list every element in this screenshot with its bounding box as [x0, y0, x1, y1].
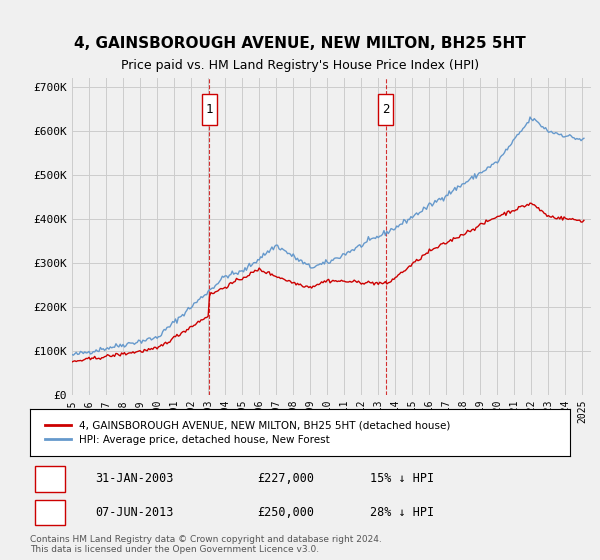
- Text: 28% ↓ HPI: 28% ↓ HPI: [370, 506, 434, 519]
- Text: 07-JUN-2013: 07-JUN-2013: [95, 506, 173, 519]
- FancyBboxPatch shape: [378, 94, 394, 124]
- Legend: 4, GAINSBOROUGH AVENUE, NEW MILTON, BH25 5HT (detached house), HPI: Average pric: 4, GAINSBOROUGH AVENUE, NEW MILTON, BH25…: [41, 416, 455, 449]
- Text: 2: 2: [382, 102, 389, 116]
- Text: Price paid vs. HM Land Registry's House Price Index (HPI): Price paid vs. HM Land Registry's House …: [121, 59, 479, 72]
- FancyBboxPatch shape: [35, 466, 65, 492]
- Text: £250,000: £250,000: [257, 506, 314, 519]
- Text: 15% ↓ HPI: 15% ↓ HPI: [370, 473, 434, 486]
- Text: 31-JAN-2003: 31-JAN-2003: [95, 473, 173, 486]
- FancyBboxPatch shape: [35, 500, 65, 525]
- Text: 1: 1: [46, 473, 54, 486]
- Text: 2: 2: [46, 506, 54, 519]
- Text: £227,000: £227,000: [257, 473, 314, 486]
- Text: 1: 1: [206, 102, 213, 116]
- Text: 4, GAINSBOROUGH AVENUE, NEW MILTON, BH25 5HT: 4, GAINSBOROUGH AVENUE, NEW MILTON, BH25…: [74, 36, 526, 52]
- FancyBboxPatch shape: [202, 94, 217, 124]
- Text: Contains HM Land Registry data © Crown copyright and database right 2024.
This d: Contains HM Land Registry data © Crown c…: [30, 535, 382, 554]
